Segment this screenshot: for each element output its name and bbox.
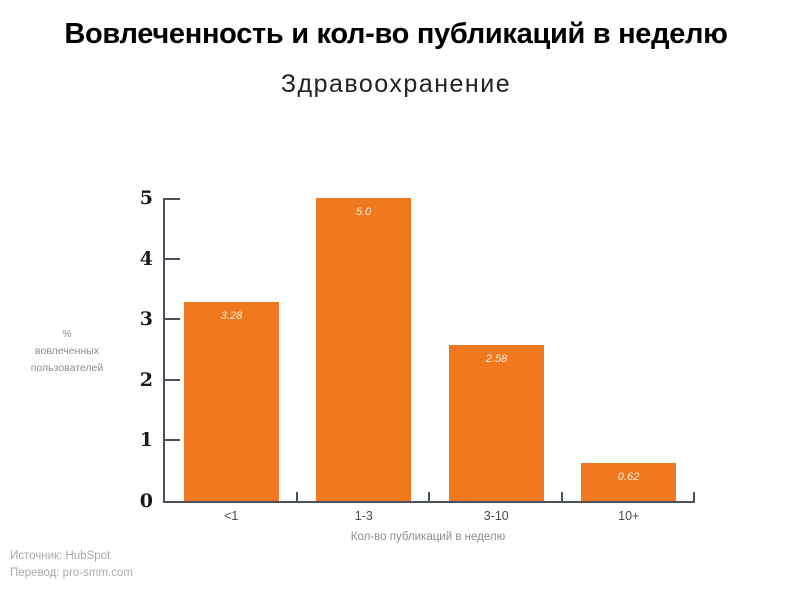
y-tick-mark: [165, 318, 180, 321]
y-tick-label: 0: [139, 490, 153, 512]
x-tick-mark: [561, 492, 563, 501]
bar-value-label: 5.0: [355, 206, 372, 218]
bar-value-label: 2.58: [485, 353, 508, 365]
y-tick-mark: [165, 439, 180, 442]
x-tick-label: 10+: [618, 509, 640, 523]
chart-title: Вовлеченность и кол-во публикаций в неде…: [64, 18, 728, 50]
plot-area: 0 1 2 3 4 5 3.28 <1 5.0 1-3 2.58 3-10 0.62 10+: [140, 187, 695, 523]
bar-value-label: 3.28: [220, 310, 243, 322]
source-note: Источник: HubSpot Перевод: pro-smm.com: [10, 548, 133, 582]
y-axis-title-line: пользователей: [30, 362, 104, 374]
x-tick-label: 3-10: [483, 509, 509, 523]
x-tick-mark: [428, 492, 430, 501]
chart-subtitle: Здравоохранение: [280, 70, 512, 98]
y-tick-mark: [165, 257, 180, 260]
bar: 0.62: [581, 463, 676, 501]
bar-value-label: 0.62: [617, 471, 640, 483]
y-tick-mark: [165, 378, 180, 381]
bar: 5.0: [316, 198, 411, 501]
y-axis-title-line: %: [62, 328, 72, 340]
y-tick-label: 5: [139, 187, 153, 209]
x-tick-label: 1-3: [354, 509, 373, 523]
x-tick-mark: [693, 492, 695, 501]
bar: 3.28: [184, 302, 279, 501]
x-tick-label: <1: [224, 509, 239, 523]
bar: 2.58: [449, 345, 544, 501]
x-axis-title: Кол-во публикаций в неделю: [350, 531, 506, 543]
y-tick-label: 1: [139, 429, 153, 452]
y-tick-mark: [165, 198, 180, 200]
source-line-2: Перевод: pro-smm.com: [10, 567, 133, 579]
y-tick-label: 2: [139, 368, 153, 391]
y-axis-title: % вовлеченных пользователей: [12, 326, 122, 377]
y-tick-label: 4: [139, 247, 153, 270]
x-tick-mark: [296, 492, 298, 501]
y-tick-label: 3: [139, 308, 153, 331]
source-line-1: Источник: HubSpot: [10, 550, 111, 562]
y-axis-title-line: вовлеченных: [35, 345, 99, 357]
